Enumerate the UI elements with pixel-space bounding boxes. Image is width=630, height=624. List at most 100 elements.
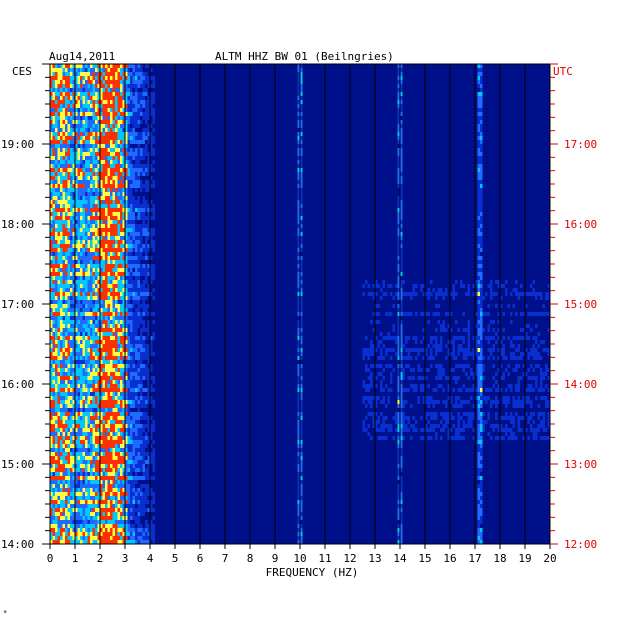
spectrogram-cell [62,328,65,332]
spectrogram-cell [105,160,108,164]
spectrogram-cell [297,404,300,408]
spectrogram-cell [125,356,128,360]
spectrogram-cell [370,340,373,344]
spectrogram-cell [87,220,90,224]
spectrogram-cell [77,388,80,392]
spectrogram-cell [122,184,125,188]
spectrogram-cell [152,120,155,124]
spectrogram-cell [52,184,55,188]
spectrogram-cell [477,68,480,72]
spectrogram-cell [90,64,93,68]
spectrogram-cell [85,240,88,244]
spectrogram-cell [60,236,63,240]
spectrogram-cell [427,320,430,324]
spectrogram-cell [100,340,103,344]
spectrogram-cell [125,232,128,236]
spectrogram-cell [62,168,65,172]
spectrogram-cell [385,336,388,340]
spectrogram-cell [362,400,365,404]
spectrogram-cell [75,268,78,272]
spectrogram-cell [112,216,115,220]
spectrogram-cell [67,100,70,104]
spectrogram-cell [132,284,135,288]
spectrogram-cell [95,268,98,272]
spectrogram-cell [150,216,153,220]
spectrogram-cell [70,100,73,104]
spectrogram-cell [117,204,120,208]
spectrogram-cell [102,360,105,364]
spectrogram-cell [127,260,130,264]
spectrogram-cell [397,304,400,308]
spectrogram-cell [525,324,528,328]
spectrogram-cell [90,328,93,332]
spectrogram-cell [447,420,450,424]
spectrogram-cell [147,356,150,360]
spectrogram-cell [380,372,383,376]
spectrogram-cell [542,372,545,376]
spectrogram-cell [72,400,75,404]
spectrogram-cell [70,160,73,164]
spectrogram-cell [125,108,128,112]
spectrogram-cell [362,284,365,288]
spectrogram-cell [110,356,113,360]
spectrogram-cell [105,252,108,256]
spectrogram-cell [420,368,423,372]
spectrogram-cell [110,288,113,292]
spectrogram-cell [70,252,73,256]
spectrogram-cell [527,324,530,328]
spectrogram-cell [547,368,550,372]
spectrogram-cell [72,108,75,112]
spectrogram-cell [62,76,65,80]
spectrogram-cell [130,316,133,320]
spectrogram-cell [127,240,130,244]
spectrogram-cell [50,408,53,412]
spectrogram-cell [107,220,110,224]
spectrogram-cell [77,100,80,104]
spectrogram-cell [122,84,125,88]
spectrogram-cell [80,80,83,84]
spectrogram-cell [132,256,135,260]
spectrogram-cell [52,164,55,168]
spectrogram-cell [87,388,90,392]
spectrogram-cell [62,352,65,356]
spectrogram-cell [102,400,105,404]
spectrogram-cell [130,420,133,424]
spectrogram-cell [442,324,445,328]
spectrogram-cell [97,244,100,248]
spectrogram-cell [75,304,78,308]
spectrogram-cell [92,140,95,144]
spectrogram-cell [530,364,533,368]
spectrogram-cell [297,152,300,156]
spectrogram-cell [80,96,83,100]
spectrogram-cell [52,416,55,420]
spectrogram-cell [67,372,70,376]
spectrogram-cell [545,296,548,300]
spectrogram-cell [132,232,135,236]
spectrogram-cell [82,188,85,192]
spectrogram-cell [50,260,53,264]
spectrogram-cell [100,80,103,84]
spectrogram-cell [300,424,303,428]
spectrogram-cell [135,372,138,376]
spectrogram-cell [102,200,105,204]
spectrogram-cell [67,284,70,288]
spectrogram-cell [105,68,108,72]
spectrogram-cell [107,420,110,424]
spectrogram-cell [100,356,103,360]
spectrogram-cell [95,112,98,116]
spectrogram-cell [77,108,80,112]
spectrogram-cell [465,348,468,352]
spectrogram-cell [377,372,380,376]
spectrogram-cell [462,384,465,388]
spectrogram-cell [65,268,68,272]
spectrogram-cell [50,296,53,300]
spectrogram-cell [85,400,88,404]
spectrogram-cell [97,336,100,340]
spectrogram-cell [87,100,90,104]
spectrogram-cell [107,300,110,304]
spectrogram-cell [525,400,528,404]
spectrogram-cell [57,408,60,412]
spectrogram-cell [90,300,93,304]
spectrogram-cell [75,168,78,172]
spectrogram-cell [547,284,550,288]
